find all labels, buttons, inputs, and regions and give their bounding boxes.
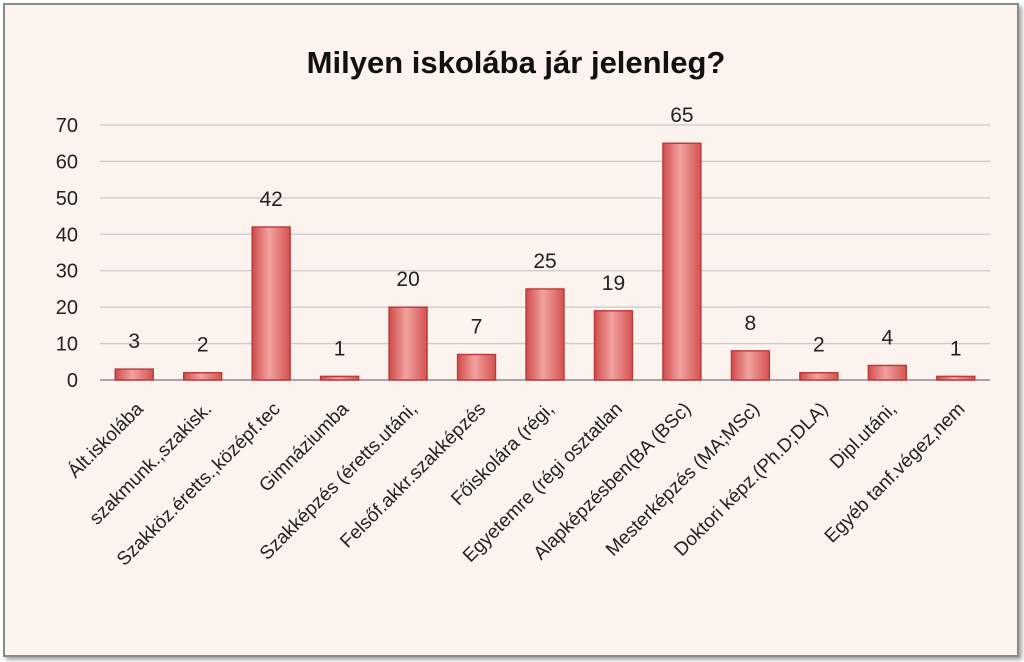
x-tick-label: szakmunk.,szakisk. [86, 399, 217, 530]
x-tick-label: Egyéb tanf.végez,nem [821, 399, 970, 548]
y-tick-label: 10 [56, 334, 78, 356]
y-tick-label: 50 [56, 188, 78, 210]
data-label: 8 [745, 312, 757, 335]
data-label: 7 [471, 316, 483, 339]
data-label: 42 [259, 188, 282, 211]
bar [936, 375, 976, 381]
bar [730, 350, 771, 381]
data-label: 1 [950, 337, 962, 360]
data-label: 1 [334, 337, 346, 360]
data-label: 4 [881, 326, 893, 349]
data-label: 65 [670, 104, 693, 127]
bar [867, 364, 908, 381]
bar-chart: Milyen iskolába jár jelenleg? 0 10 20 30 40 5… [56, 45, 990, 570]
bar [251, 226, 291, 381]
y-tick-label: 0 [67, 370, 78, 392]
y-tick-label: 30 [56, 261, 78, 283]
data-label: 25 [533, 250, 556, 273]
bar [319, 375, 360, 381]
bar [525, 288, 565, 381]
data-labels: 3 2 42 1 20 7 25 19 65 8 2 4 1 [128, 104, 961, 360]
chart-frame: Milyen iskolába jár jelenleg? 0 10 20 30 40 5… [3, 3, 1019, 657]
bar [662, 142, 702, 381]
x-axis-labels: Ált.iskolábaszakmunk.,szakisk.Szakköz.ér… [64, 398, 969, 570]
bar [593, 310, 634, 381]
y-tick-label: 40 [56, 224, 78, 246]
bar [114, 368, 154, 381]
y-axis-ticks: 0 10 20 30 40 50 60 70 [56, 115, 78, 392]
y-tick-label: 70 [56, 115, 78, 137]
bar [456, 353, 497, 381]
bar [799, 372, 839, 381]
data-label: 20 [396, 268, 419, 291]
x-tick-label: Dipl.utáni, [826, 399, 901, 474]
data-label: 19 [602, 272, 625, 295]
data-label: 2 [813, 334, 825, 357]
bars [114, 142, 976, 381]
bar [182, 372, 223, 381]
chart-title: Milyen iskolába jár jelenleg? [307, 45, 726, 80]
y-tick-label: 20 [56, 297, 78, 319]
y-tick-label: 60 [56, 151, 78, 173]
data-label: 3 [128, 330, 140, 353]
gridlines [100, 124, 990, 381]
data-label: 2 [197, 334, 209, 357]
bar [388, 306, 428, 381]
